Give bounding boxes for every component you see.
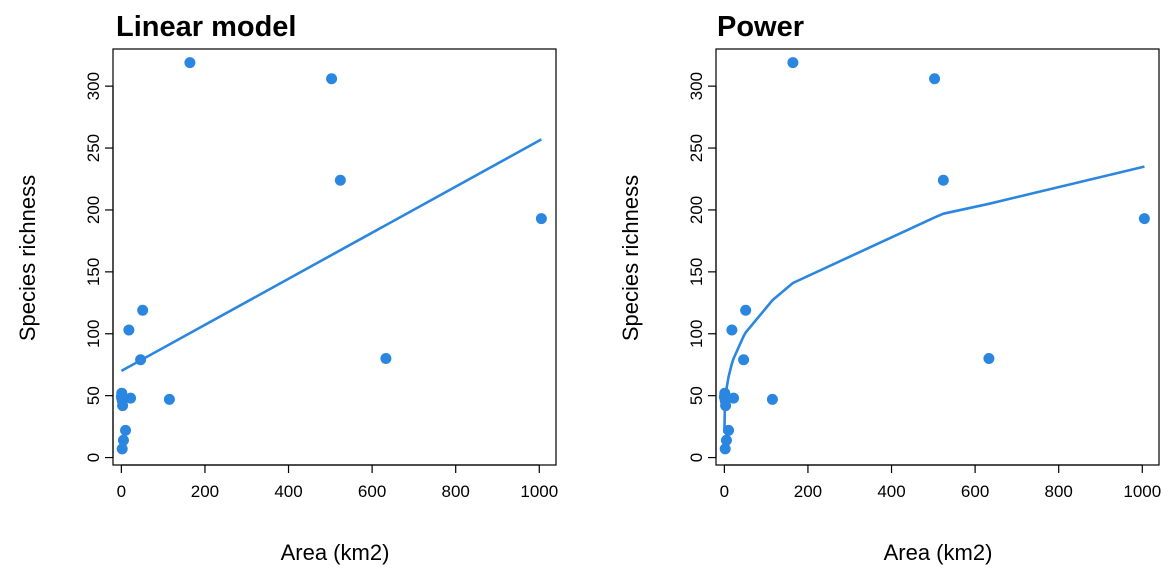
- marks: [718, 57, 1150, 455]
- marks: [115, 57, 547, 455]
- x-tick-label: 1000: [520, 482, 558, 501]
- x-tick-label: 0: [117, 482, 126, 501]
- data-point: [163, 393, 175, 405]
- y-axis-label: Species richness: [618, 175, 643, 341]
- y-tick-label: 50: [84, 386, 103, 405]
- data-point: [116, 443, 128, 455]
- fit-line: [723, 165, 1145, 433]
- data-point: [535, 213, 547, 225]
- data-point: [334, 174, 346, 186]
- data-point: [117, 434, 129, 446]
- data-point: [326, 73, 338, 85]
- data-point: [720, 434, 732, 446]
- x-axis-label: Area (km2): [281, 540, 390, 565]
- x-tick-label: 1000: [1123, 482, 1161, 501]
- x-axis-label: Area (km2): [884, 540, 993, 565]
- data-point: [123, 324, 135, 336]
- data-point: [728, 392, 740, 404]
- x-tick-label: 200: [191, 482, 219, 501]
- panel-power: Power 0 200 400 600 800 1000 0 50 100 150 200 250 3…: [618, 11, 1161, 565]
- data-point: [766, 393, 778, 405]
- y-tick-label: 0: [687, 453, 706, 462]
- y-tick-label: 150: [687, 258, 706, 286]
- data-point: [937, 174, 949, 186]
- x-tick-label: 800: [1045, 482, 1073, 501]
- plot-frame: [715, 48, 1160, 466]
- y-tick-label: 250: [84, 134, 103, 162]
- data-point: [135, 354, 147, 366]
- x-tick-label: 600: [961, 482, 989, 501]
- data-point: [723, 424, 735, 436]
- y-tick-label: 0: [84, 453, 103, 462]
- x-tick-label: 800: [442, 482, 470, 501]
- x-tick-label: 600: [358, 482, 386, 501]
- x-tick-label: 0: [720, 482, 729, 501]
- data-point: [120, 424, 132, 436]
- data-point: [719, 443, 731, 455]
- chart-title: Power: [717, 11, 804, 43]
- data-point: [929, 73, 941, 85]
- data-point: [726, 324, 738, 336]
- panel-linear-model: Linear model 0 200 400 600 800 1000 0 50 100 150…: [15, 11, 558, 565]
- plot-frame: [112, 48, 557, 466]
- x-axis: 0 200 400 600 800 1000: [117, 464, 558, 501]
- fit-line: [120, 138, 543, 373]
- y-tick-label: 200: [84, 196, 103, 224]
- y-tick-label: 250: [687, 134, 706, 162]
- y-axis: 0 50 100 150 200 250 300: [687, 72, 717, 462]
- data-point: [137, 304, 149, 316]
- y-tick-label: 300: [687, 72, 706, 100]
- y-tick-label: 300: [84, 72, 103, 100]
- data-point: [184, 57, 196, 69]
- chart-title: Linear model: [116, 11, 297, 43]
- y-tick-label: 150: [84, 258, 103, 286]
- data-point: [983, 353, 995, 365]
- y-tick-label: 100: [687, 320, 706, 348]
- y-axis: 0 50 100 150 200 250 300: [84, 72, 114, 462]
- y-tick-label: 200: [687, 196, 706, 224]
- x-tick-label: 400: [274, 482, 302, 501]
- x-axis: 0 200 400 600 800 1000: [720, 464, 1161, 501]
- data-point: [738, 354, 750, 366]
- y-tick-label: 100: [84, 320, 103, 348]
- data-point: [1138, 213, 1150, 225]
- data-point: [720, 400, 732, 412]
- data-point: [117, 400, 129, 412]
- y-axis-label: Species richness: [15, 175, 40, 341]
- x-tick-label: 400: [877, 482, 905, 501]
- y-tick-label: 50: [687, 386, 706, 405]
- data-point: [787, 57, 799, 69]
- data-point: [740, 304, 752, 316]
- data-point: [380, 353, 392, 365]
- x-tick-label: 200: [794, 482, 822, 501]
- data-point: [125, 392, 137, 404]
